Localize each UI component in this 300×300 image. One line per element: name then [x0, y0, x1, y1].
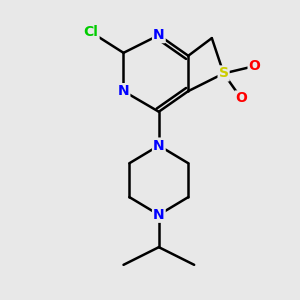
Text: Cl: Cl [84, 25, 98, 39]
Text: N: N [153, 28, 165, 42]
Text: N: N [153, 208, 165, 222]
Text: O: O [249, 59, 260, 73]
Text: N: N [118, 84, 129, 98]
Text: S: S [219, 66, 229, 80]
Text: O: O [235, 92, 247, 106]
Text: N: N [153, 139, 165, 153]
